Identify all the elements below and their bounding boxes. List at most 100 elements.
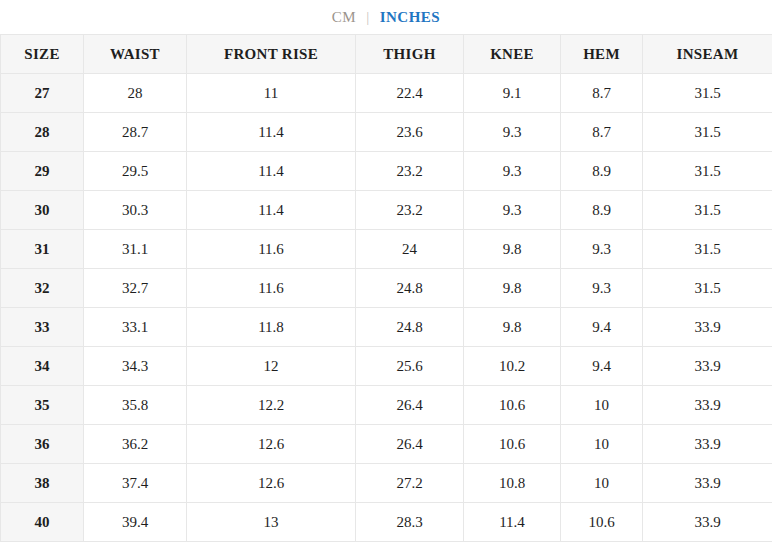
measurement-cell: 36.2: [84, 425, 187, 464]
column-header-inseam: INSEAM: [643, 35, 772, 74]
column-header-hem: HEM: [561, 35, 643, 74]
size-cell: 31: [1, 230, 84, 269]
measurement-cell: 10: [561, 464, 643, 503]
measurement-cell: 23.2: [356, 152, 464, 191]
measurement-cell: 31.5: [643, 230, 772, 269]
measurement-cell: 10: [561, 386, 643, 425]
size-cell: 30: [1, 191, 84, 230]
measurement-cell: 9.3: [561, 269, 643, 308]
measurement-cell: 23.6: [356, 113, 464, 152]
size-cell: 29: [1, 152, 84, 191]
size-cell: 32: [1, 269, 84, 308]
table-row: 3131.111.6249.89.331.5: [1, 230, 772, 269]
measurement-cell: 33.9: [643, 503, 772, 542]
measurement-cell: 9.3: [464, 152, 561, 191]
measurement-cell: 33.9: [643, 425, 772, 464]
table-row: 27281122.49.18.731.5: [1, 74, 772, 113]
measurement-cell: 32.7: [84, 269, 187, 308]
size-cell: 40: [1, 503, 84, 542]
measurement-cell: 31.5: [643, 269, 772, 308]
table-row: 4039.41328.311.410.633.9: [1, 503, 772, 542]
measurement-cell: 24: [356, 230, 464, 269]
size-chart-body: 27281122.49.18.731.52828.711.423.69.38.7…: [1, 74, 772, 542]
unit-toggle: CM | INCHES: [0, 0, 772, 34]
measurement-cell: 10.2: [464, 347, 561, 386]
column-header-size: SIZE: [1, 35, 84, 74]
measurement-cell: 22.4: [356, 74, 464, 113]
size-cell: 28: [1, 113, 84, 152]
measurement-cell: 9.4: [561, 308, 643, 347]
measurement-cell: 31.5: [643, 191, 772, 230]
measurement-cell: 26.4: [356, 425, 464, 464]
measurement-cell: 29.5: [84, 152, 187, 191]
measurement-cell: 33.9: [643, 464, 772, 503]
table-row: 3535.812.226.410.61033.9: [1, 386, 772, 425]
measurement-cell: 27.2: [356, 464, 464, 503]
measurement-cell: 11.4: [187, 113, 356, 152]
table-row: 3434.31225.610.29.433.9: [1, 347, 772, 386]
size-cell: 33: [1, 308, 84, 347]
measurement-cell: 37.4: [84, 464, 187, 503]
table-row: 2929.511.423.29.38.931.5: [1, 152, 772, 191]
measurement-cell: 9.8: [464, 269, 561, 308]
measurement-cell: 12.6: [187, 464, 356, 503]
measurement-cell: 33.9: [643, 308, 772, 347]
measurement-cell: 9.3: [464, 113, 561, 152]
measurement-cell: 9.3: [464, 191, 561, 230]
measurement-cell: 35.8: [84, 386, 187, 425]
measurement-cell: 28: [84, 74, 187, 113]
measurement-cell: 9.3: [561, 230, 643, 269]
size-cell: 27: [1, 74, 84, 113]
measurement-cell: 9.4: [561, 347, 643, 386]
measurement-cell: 10.8: [464, 464, 561, 503]
measurement-cell: 12: [187, 347, 356, 386]
table-row: 3232.711.624.89.89.331.5: [1, 269, 772, 308]
measurement-cell: 10.6: [464, 425, 561, 464]
measurement-cell: 8.7: [561, 74, 643, 113]
measurement-cell: 24.8: [356, 308, 464, 347]
measurement-cell: 11.6: [187, 230, 356, 269]
unit-option-inches[interactable]: INCHES: [380, 9, 441, 26]
column-header-front-rise: FRONT RISE: [187, 35, 356, 74]
measurement-cell: 11.4: [464, 503, 561, 542]
size-chart-header-row: SIZEWAISTFRONT RISETHIGHKNEEHEMINSEAM: [1, 35, 772, 74]
size-cell: 34: [1, 347, 84, 386]
measurement-cell: 8.9: [561, 152, 643, 191]
measurement-cell: 12.2: [187, 386, 356, 425]
measurement-cell: 33.9: [643, 386, 772, 425]
unit-toggle-separator: |: [366, 9, 370, 26]
size-chart-table: SIZEWAISTFRONT RISETHIGHKNEEHEMINSEAM 27…: [0, 34, 772, 542]
measurement-cell: 11.8: [187, 308, 356, 347]
measurement-cell: 24.8: [356, 269, 464, 308]
measurement-cell: 31.5: [643, 113, 772, 152]
measurement-cell: 26.4: [356, 386, 464, 425]
measurement-cell: 11.6: [187, 269, 356, 308]
column-header-waist: WAIST: [84, 35, 187, 74]
measurement-cell: 8.9: [561, 191, 643, 230]
measurement-cell: 9.1: [464, 74, 561, 113]
measurement-cell: 33.1: [84, 308, 187, 347]
measurement-cell: 30.3: [84, 191, 187, 230]
measurement-cell: 25.6: [356, 347, 464, 386]
measurement-cell: 23.2: [356, 191, 464, 230]
measurement-cell: 31.5: [643, 152, 772, 191]
measurement-cell: 11.4: [187, 152, 356, 191]
measurement-cell: 10: [561, 425, 643, 464]
measurement-cell: 31.1: [84, 230, 187, 269]
size-cell: 38: [1, 464, 84, 503]
unit-option-cm[interactable]: CM: [332, 9, 356, 26]
measurement-cell: 8.7: [561, 113, 643, 152]
table-row: 3333.111.824.89.89.433.9: [1, 308, 772, 347]
measurement-cell: 33.9: [643, 347, 772, 386]
table-row: 3636.212.626.410.61033.9: [1, 425, 772, 464]
measurement-cell: 31.5: [643, 74, 772, 113]
measurement-cell: 12.6: [187, 425, 356, 464]
measurement-cell: 28.3: [356, 503, 464, 542]
size-cell: 35: [1, 386, 84, 425]
measurement-cell: 28.7: [84, 113, 187, 152]
measurement-cell: 11.4: [187, 191, 356, 230]
measurement-cell: 9.8: [464, 230, 561, 269]
table-row: 3837.412.627.210.81033.9: [1, 464, 772, 503]
measurement-cell: 11: [187, 74, 356, 113]
table-row: 3030.311.423.29.38.931.5: [1, 191, 772, 230]
